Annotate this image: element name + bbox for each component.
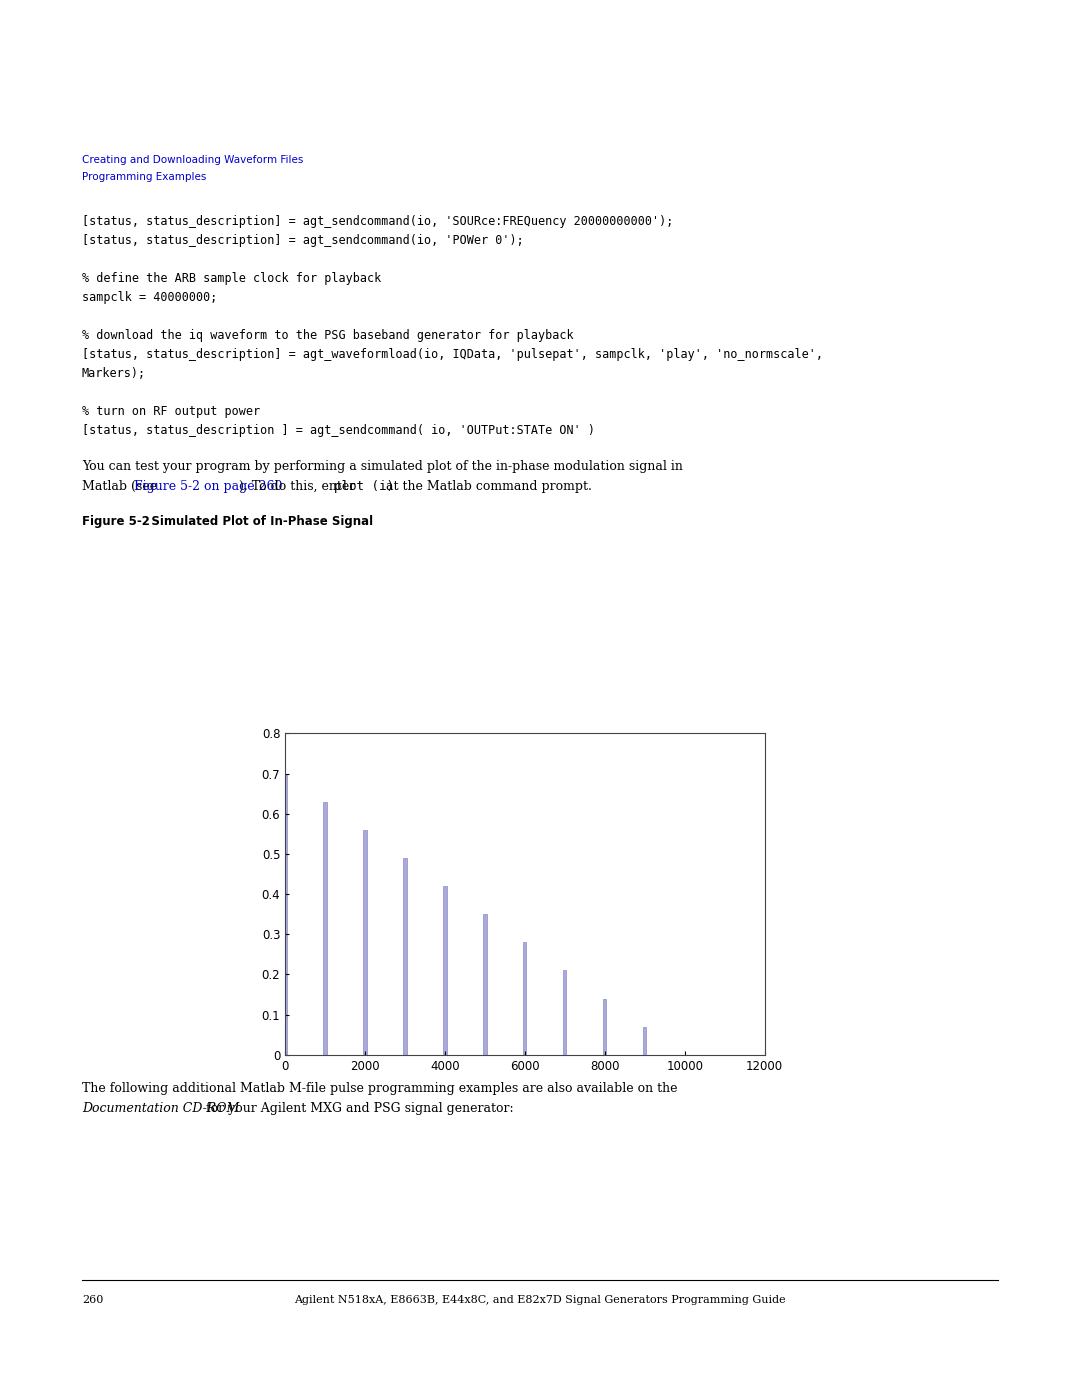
Bar <box>324 802 326 1055</box>
Text: Figure 5-2: Figure 5-2 <box>82 515 150 528</box>
Text: % define the ARB sample clock for playback: % define the ARB sample clock for playba… <box>82 272 381 285</box>
Text: % turn on RF output power: % turn on RF output power <box>82 405 260 418</box>
Text: Creating and Downloading Waveform Files: Creating and Downloading Waveform Files <box>82 155 303 165</box>
Text: Markers);: Markers); <box>82 367 146 380</box>
Text: You can test your program by performing a simulated plot of the in-phase modulat: You can test your program by performing … <box>82 460 683 474</box>
Text: plot (i): plot (i) <box>334 481 394 493</box>
Text: Matlab (see: Matlab (see <box>82 481 161 493</box>
Bar <box>444 886 446 1055</box>
Bar <box>284 774 286 1055</box>
Bar <box>484 914 486 1055</box>
Text: for your Agilent MXG and PSG signal generator:: for your Agilent MXG and PSG signal gene… <box>202 1102 514 1115</box>
Text: ). To do this, enter: ). To do this, enter <box>239 481 360 493</box>
Bar <box>364 830 366 1055</box>
Text: The following additional Matlab M-file pulse programming examples are also avail: The following additional Matlab M-file p… <box>82 1083 677 1095</box>
Text: [status, status_description ] = agt_sendcommand( io, 'OUTPut:STATe ON' ): [status, status_description ] = agt_send… <box>82 425 595 437</box>
Bar <box>404 858 406 1055</box>
Bar <box>644 1027 646 1055</box>
Text: sampclk = 40000000;: sampclk = 40000000; <box>82 291 217 305</box>
Text: Simulated Plot of In-Phase Signal: Simulated Plot of In-Phase Signal <box>139 515 373 528</box>
Bar <box>564 971 566 1055</box>
Text: Figure 5-2 on page 260: Figure 5-2 on page 260 <box>134 481 283 493</box>
Text: Programming Examples: Programming Examples <box>82 172 206 182</box>
Text: [status, status_description] = agt_sendcommand(io, 'SOURce:FREQuency 20000000000: [status, status_description] = agt_sendc… <box>82 215 673 228</box>
Text: at the Matlab command prompt.: at the Matlab command prompt. <box>382 481 592 493</box>
Text: [status, status_description] = agt_sendcommand(io, 'POWer 0');: [status, status_description] = agt_sendc… <box>82 235 524 247</box>
Bar <box>604 999 606 1055</box>
Text: Agilent N518xA, E8663B, E44x8C, and E82x7D Signal Generators Programming Guide: Agilent N518xA, E8663B, E44x8C, and E82x… <box>294 1295 786 1305</box>
Bar <box>524 943 526 1055</box>
Text: [status, status_description] = agt_waveformload(io, IQData, 'pulsepat', sampclk,: [status, status_description] = agt_wavef… <box>82 348 823 360</box>
Text: Documentation CD-ROM: Documentation CD-ROM <box>82 1102 240 1115</box>
Text: % download the iq waveform to the PSG baseband generator for playback: % download the iq waveform to the PSG ba… <box>82 330 573 342</box>
Text: 260: 260 <box>82 1295 104 1305</box>
